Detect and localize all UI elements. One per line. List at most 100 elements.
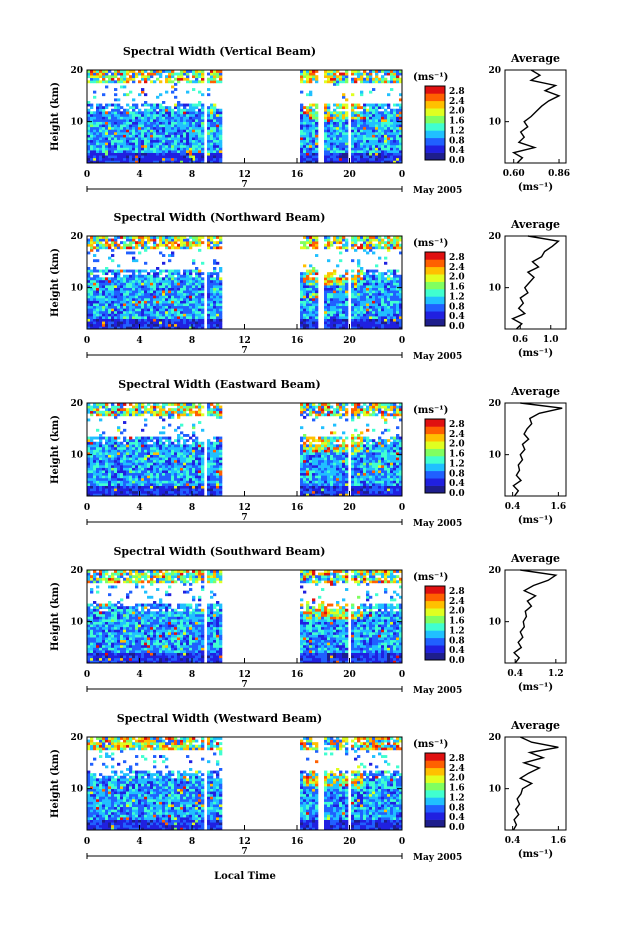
heatmap-cell [324,285,328,288]
heatmap-cell [135,310,139,314]
heatmap-cell [363,77,367,81]
heatmap-cell [390,75,394,79]
heatmap-cell [324,310,328,314]
heatmap-cell [333,300,337,304]
heatmap-cell [387,298,391,301]
heatmap-cell [189,326,193,330]
heatmap-cell [126,441,130,445]
heatmap-cell [93,326,97,330]
heatmap-cell [96,121,100,125]
heatmap-cell [192,285,196,288]
heatmap-cell [351,160,355,164]
heatmap-cell [351,124,355,128]
heatmap-cell [186,323,190,327]
heatmap-cell [111,124,115,128]
heatmap-cell [351,287,355,291]
heatmap-cell [378,274,382,278]
heatmap-cell [171,454,175,458]
heatmap-cell [351,108,355,112]
heatmap-cell [87,147,91,151]
heatmap-cell [216,272,220,276]
heatmap-cell [150,287,154,291]
heatmap-cell [159,238,163,242]
heatmap-cell [387,274,391,278]
heatmap-cell [195,72,199,76]
heatmap-cell [150,454,154,458]
heatmap-cell [360,277,364,281]
heatmap-cell [324,290,328,294]
heatmap-cell [333,305,337,309]
heatmap-cell [219,113,223,117]
heatmap-cell [141,144,145,148]
heatmap-cell [342,93,346,97]
heatmap-cell [198,321,202,325]
heatmap-cell [171,303,175,307]
heatmap-cell [159,408,163,412]
heatmap-cell [126,274,130,278]
heatmap-cell [111,259,115,263]
heatmap-cell [174,295,178,299]
heatmap-cell [216,139,220,143]
heatmap-cell [339,313,343,317]
heatmap-cell [369,106,373,110]
heatmap-cell [381,292,385,296]
heatmap-cell [87,113,91,117]
heatmap-cell [105,279,109,283]
heatmap-cell [99,326,103,330]
heatmap-cell [216,274,220,278]
heatmap-cell [147,126,151,130]
heatmap-cell [123,144,127,148]
heatmap-cell [300,116,304,120]
heatmap-cell [90,483,94,486]
heatmap-cell [114,285,118,288]
heatmap-cell [87,480,91,484]
heatmap-cell [366,103,370,107]
heatmap-cell [144,472,148,476]
heatmap-cell [186,113,190,117]
heatmap-cell [210,121,214,125]
heatmap-cell [147,475,151,479]
heatmap-cell [123,305,127,309]
heatmap-cell [324,137,328,141]
heatmap-cell [105,238,109,242]
heatmap-cell [105,323,109,327]
heatmap-cell [195,77,199,81]
heatmap-cell [369,248,373,252]
heatmap-cell [309,134,313,138]
heatmap-cell [120,113,124,117]
heatmap-cell [330,113,334,117]
heatmap-cell [114,93,118,97]
heatmap-cell [165,108,169,112]
heatmap-cell [300,274,304,278]
heatmap-cell [165,246,169,250]
heatmap-cell [123,457,127,461]
heatmap-cell [384,147,388,151]
heatmap-cell [168,467,172,471]
heatmap-cell [171,251,175,255]
heatmap-cell [147,77,151,81]
heatmap-cell [114,279,118,283]
heatmap-cell [138,137,142,141]
heatmap-cell [333,157,337,161]
heatmap-cell [129,152,133,156]
heatmap-cell [132,152,136,156]
heatmap-cell [207,113,211,117]
heatmap-cell [96,452,100,455]
heatmap-cell [189,292,193,296]
heatmap-cell [324,236,328,239]
heatmap-cell [396,116,400,120]
heatmap-cell [111,303,115,307]
heatmap-cell [129,150,133,153]
heatmap-cell [315,144,319,148]
heatmap-cell [393,277,397,281]
heatmap-cell [333,152,337,156]
heatmap-cell [150,321,154,325]
heatmap-cell [219,129,223,133]
heatmap-cell [111,150,115,153]
heatmap-cell [162,444,166,448]
heatmap-cell [105,408,109,412]
heatmap-cell [117,129,121,133]
heatmap-cell [351,150,355,153]
heatmap-cell [153,483,157,486]
heatmap-cell [369,111,373,115]
